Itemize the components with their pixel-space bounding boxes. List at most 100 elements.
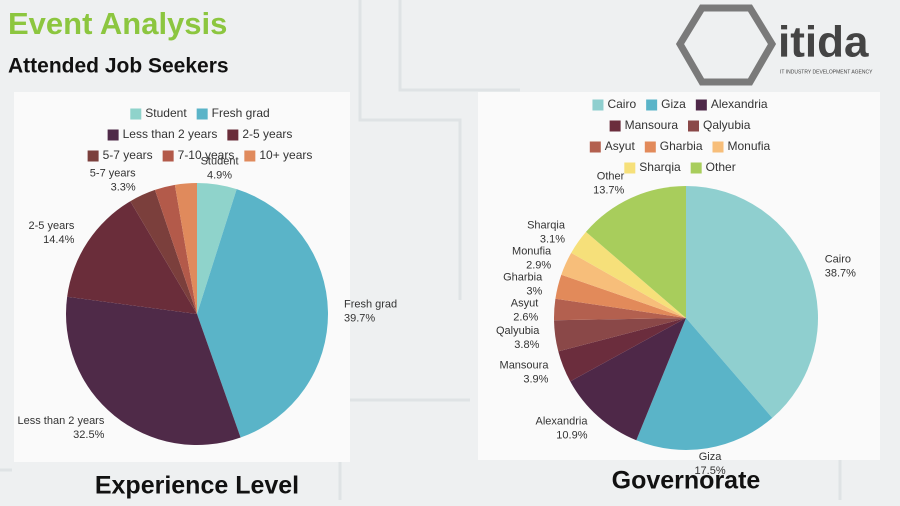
pie-slice [154, 184, 197, 314]
pie-slice [554, 298, 686, 321]
legend-swatch [712, 141, 724, 153]
legend-item: Cairo [592, 97, 636, 111]
legend-swatch [624, 162, 636, 174]
legend-item: Mansoura [609, 118, 679, 132]
legend-label: Other [706, 160, 736, 174]
legend-label: 2-5 years [242, 127, 292, 141]
legend-label: Less than 2 years [123, 127, 218, 141]
pie-slice [636, 318, 773, 451]
legend-label: 5-7 years [103, 148, 153, 162]
legend-item: Fresh grad [196, 106, 270, 120]
slice-value: 4.9% [207, 170, 232, 182]
legend-label: 10+ years [259, 148, 312, 162]
logo-hexagon [675, 4, 777, 86]
legend-label: 7-10 years [178, 148, 235, 162]
logo-name: itida [778, 18, 869, 67]
pie-slice [130, 189, 197, 314]
slice-value: 10.9% [556, 429, 587, 441]
pie-slice [197, 189, 329, 438]
pie-slice [554, 318, 686, 352]
slice-value: 14.4% [43, 234, 74, 246]
slice-label: Gharbia [503, 272, 543, 284]
slice-label: Fresh grad [344, 299, 397, 311]
legend-item: Sharqia [624, 160, 681, 174]
legend-label: Fresh grad [212, 106, 270, 120]
slice-value: 2.9% [526, 260, 551, 272]
legend-item: Other [690, 160, 736, 174]
slice-label: Less than 2 years [18, 415, 105, 427]
legend-swatch [592, 99, 604, 111]
legend-item: Alexandria [695, 97, 768, 111]
legend-label: Mansoura [625, 118, 679, 132]
legend-label: Asyut [605, 139, 636, 153]
pie-slice [174, 183, 197, 314]
legend-label: Cairo [607, 97, 636, 111]
legend-item: 10+ years [244, 148, 312, 162]
page-subtitle: Attended Job Seekers [8, 55, 229, 78]
slice-value: 17.5% [694, 465, 725, 477]
slice-value: 32.5% [73, 429, 104, 441]
logo-tagline: IT INDUSTRY DEVELOPMENT AGENCY [780, 69, 873, 75]
legend-swatch [690, 162, 702, 174]
slice-label: Monufia [512, 246, 552, 258]
legend-item: 2-5 years [227, 127, 292, 141]
legend-item: 7-10 years [162, 148, 235, 162]
legend-item: Less than 2 years [107, 127, 218, 141]
legend-swatch [244, 150, 256, 162]
pie-slice [67, 201, 197, 314]
slice-label: Other [597, 170, 625, 182]
slice-label: Mansoura [500, 360, 550, 372]
legend-swatch [227, 129, 239, 141]
page-title: Event Analysis [8, 6, 227, 41]
legend-swatch [130, 108, 142, 120]
legend-item: Giza [646, 97, 686, 111]
legend-item: 5-7 years [87, 148, 153, 162]
legend-item: Monufia [712, 139, 771, 153]
slice-label: Asyut [511, 298, 539, 310]
pie-slice [197, 183, 237, 314]
pie-slice [571, 231, 686, 318]
legend-label: Giza [661, 97, 686, 111]
slice-label: 2-5 years [29, 220, 75, 232]
legend-swatch [688, 120, 699, 132]
slice-value: 3.1% [540, 234, 565, 246]
legend-label: Monufia [728, 139, 771, 153]
logo: itida IT INDUSTRY DEVELOPMENT AGENCY [675, 4, 873, 86]
legend-swatch [107, 129, 119, 141]
legend-swatch [162, 150, 174, 162]
slice-value: 39.7% [344, 313, 375, 325]
legend-swatch [609, 120, 621, 132]
slice-value: 38.7% [825, 267, 856, 279]
slice-label: 5-7 years [90, 167, 136, 179]
slice-label: Student [201, 156, 239, 168]
legend-swatch [646, 99, 658, 111]
chart-title: Governorate [612, 467, 761, 495]
slice-label: Qalyubia [496, 325, 540, 337]
legend-label: Alexandria [711, 97, 768, 111]
legend-swatch [87, 150, 99, 162]
pie-slice [555, 274, 686, 318]
legend-item: Gharbia [644, 139, 703, 153]
pie-slice [570, 318, 686, 441]
legend-swatch [644, 141, 656, 153]
slice-value: 2.6% [513, 312, 538, 324]
legend-item: Student [130, 106, 187, 120]
pie-slice [66, 296, 241, 445]
slice-value: 3.9% [523, 374, 548, 386]
legend-label: Sharqia [639, 160, 681, 174]
pie-slice [558, 318, 686, 382]
slice-label: Sharqia [527, 220, 566, 232]
chart-title: Experience Level [95, 472, 299, 500]
slice-label: Alexandria [536, 415, 589, 427]
legend-label: Student [145, 106, 187, 120]
legend-item: Asyut [589, 139, 636, 153]
legend-item: Qalyubia [688, 118, 751, 132]
legend-swatch [695, 99, 707, 111]
slice-label: Cairo [825, 253, 851, 265]
pie-slice [686, 186, 819, 418]
slice-value: 3.8% [514, 339, 539, 351]
slice-label: Giza [699, 451, 723, 463]
slice-value: 13.7% [593, 184, 624, 196]
legend-swatch [196, 108, 208, 120]
